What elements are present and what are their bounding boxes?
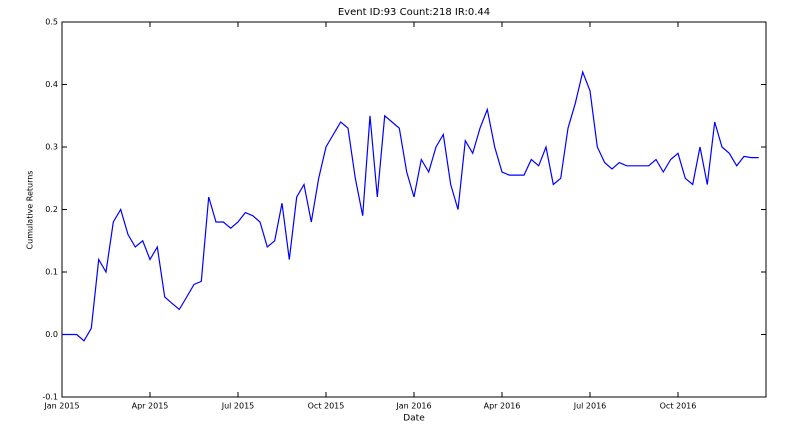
x-tick-label: Jul 2016 xyxy=(573,402,607,411)
x-tick-label: Jul 2015 xyxy=(221,402,255,411)
plot-frame xyxy=(61,21,767,398)
y-tick-label: -0.1 xyxy=(42,393,58,402)
y-tick-label: 0.4 xyxy=(45,80,58,89)
y-tick-label: 0.1 xyxy=(45,268,58,277)
x-tick-label: Oct 2016 xyxy=(660,402,697,411)
y-axis-label: Cumulative Returns xyxy=(26,171,35,250)
y-tick-label: 0.0 xyxy=(45,330,58,339)
x-tick-label: Apr 2016 xyxy=(484,402,521,411)
x-axis-label: Date xyxy=(403,414,425,424)
x-tick-label: Apr 2015 xyxy=(132,402,169,411)
x-tick-label: Oct 2015 xyxy=(308,402,345,411)
x-tick-label: Jan 2016 xyxy=(395,402,431,411)
data-line xyxy=(62,69,759,342)
y-tick-label: 0.3 xyxy=(45,143,58,152)
y-tick-label: 0.2 xyxy=(45,205,58,214)
chart-title: Event ID:93 Count:218 IR:0.44 xyxy=(338,7,490,18)
y-tick-label: 0.5 xyxy=(45,18,58,27)
x-tick-label: Jan 2015 xyxy=(43,402,79,411)
